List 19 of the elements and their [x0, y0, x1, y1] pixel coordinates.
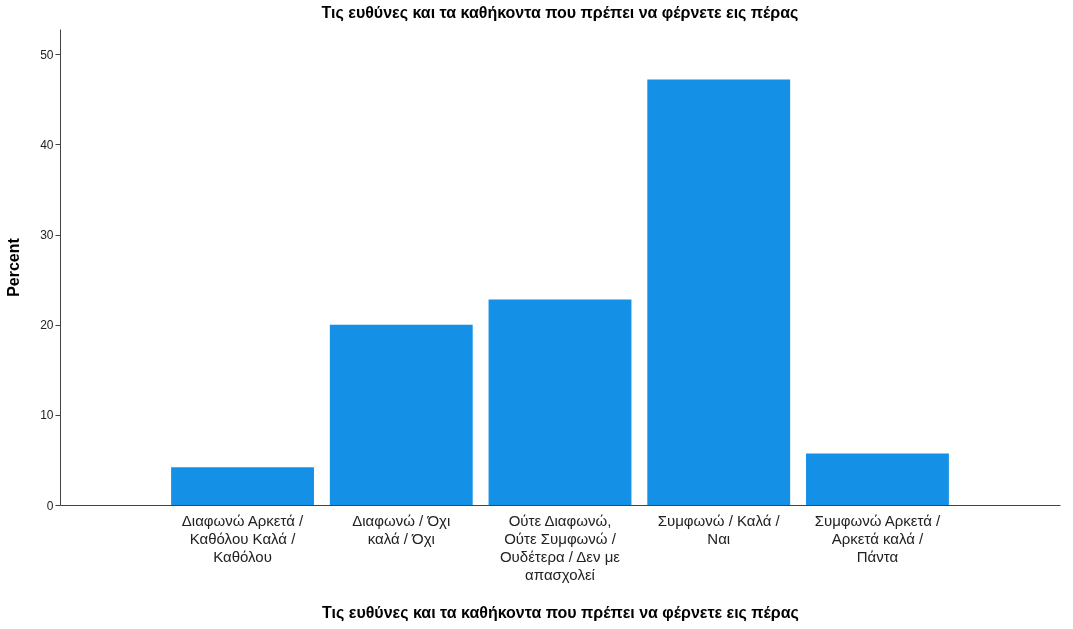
bar — [329, 324, 473, 505]
bar — [171, 467, 314, 505]
y-tick-label: 50 — [40, 47, 54, 62]
x-axis-title: Τις ευθύνες και τα καθήκοντα που πρέπει να φέρνετε εις πέρας — [322, 603, 799, 622]
y-tick-label: 40 — [40, 137, 54, 152]
x-tick-label: Ούτε Διαφωνώ, Ούτε Συμφωνώ / Ουδέτερα / Δεν με απασχολεί — [499, 511, 621, 583]
x-tick-label: Συμφωνώ / Καλά / Ναι — [657, 511, 781, 547]
x-tick-label: Διαφωνώ Αρκετά / Καθόλου Καλά / Καθόλου — [181, 511, 305, 565]
y-axis-title: Percent — [5, 237, 23, 297]
bar — [647, 79, 791, 505]
bar — [806, 453, 949, 505]
y-tick-label: 20 — [40, 318, 54, 333]
y-tick-label: 0 — [46, 498, 54, 513]
y-tick-label: 30 — [40, 228, 54, 243]
bar — [488, 299, 632, 505]
y-tick-label: 10 — [40, 408, 54, 423]
x-tick-label: Διαφωνώ / Όχι καλά / Όχι — [352, 511, 451, 547]
chart-title: Τις ευθύνες και τα καθήκοντα που πρέπει να φέρνετε εις πέρας — [321, 4, 799, 22]
x-tick-label: Συμφωνώ Αρκετά / Αρκετά καλά / Πάντα — [814, 511, 942, 565]
